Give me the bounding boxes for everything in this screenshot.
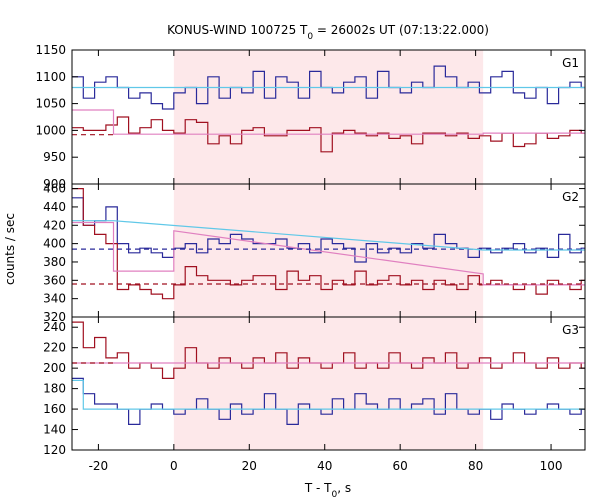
- y-tick-label: 240: [43, 320, 66, 334]
- y-tick-label: 1100: [35, 70, 66, 84]
- y-tick-label: 340: [43, 292, 66, 306]
- y-tick-label: 950: [43, 150, 66, 164]
- y-tick-label: 400: [43, 237, 66, 251]
- y-tick-label: 1050: [35, 97, 66, 111]
- y-tick-label: 140: [43, 423, 66, 437]
- y-tick-label: 180: [43, 382, 66, 396]
- y-axis-label: counts / sec: [3, 213, 17, 285]
- x-axis-label: T - T0, s: [304, 481, 351, 500]
- y-tick-label: 160: [43, 402, 66, 416]
- y-tick-label: 380: [43, 255, 66, 269]
- x-tick-label: 20: [242, 459, 257, 473]
- y-tick-label: 460: [43, 182, 66, 196]
- x-tick-label: 100: [540, 459, 563, 473]
- series-g1-dark-blue-0: [72, 65, 585, 110]
- panel-g2: [72, 188, 585, 300]
- x-tick-label: 80: [468, 459, 483, 473]
- panel-g1: [72, 65, 585, 153]
- y-tick-label: 360: [43, 273, 66, 287]
- panel-label-g1: G1: [562, 56, 579, 70]
- series-g2-light-blue-5: [72, 220, 585, 251]
- series-g1-pink-3: [72, 109, 585, 135]
- y-tick-label: 1000: [35, 123, 66, 137]
- y-tick-label: 440: [43, 200, 66, 214]
- y-tick-label: 420: [43, 218, 66, 232]
- series-g2-pink-2: [72, 221, 585, 286]
- highlight-region: [173, 50, 484, 450]
- x-tick-label: 0: [170, 459, 178, 473]
- x-tick-label: 60: [393, 459, 408, 473]
- panel-g3: [72, 321, 585, 425]
- y-tick-label: 320: [43, 310, 66, 324]
- panel-frame-g3: [71, 316, 586, 451]
- y-tick-label: 900: [43, 177, 66, 191]
- x-tick-label: -20: [89, 459, 109, 473]
- y-tick-label: 120: [43, 443, 66, 457]
- panel-label-g3: G3: [562, 323, 579, 337]
- y-tick-label: 200: [43, 361, 66, 375]
- series-g2-dark-blue-0: [72, 197, 585, 263]
- chart-title: KONUS-WIND 100725 T0 = 26002s UT (07:13:…: [167, 23, 489, 42]
- y-tick-label: 1150: [35, 43, 66, 57]
- series-g3-light-blue-2: [72, 379, 585, 410]
- series-g3-dark-red-0: [72, 321, 585, 379]
- x-tick-label: 40: [317, 459, 332, 473]
- panel-label-g2: G2: [562, 190, 579, 204]
- y-tick-label: 220: [43, 341, 66, 355]
